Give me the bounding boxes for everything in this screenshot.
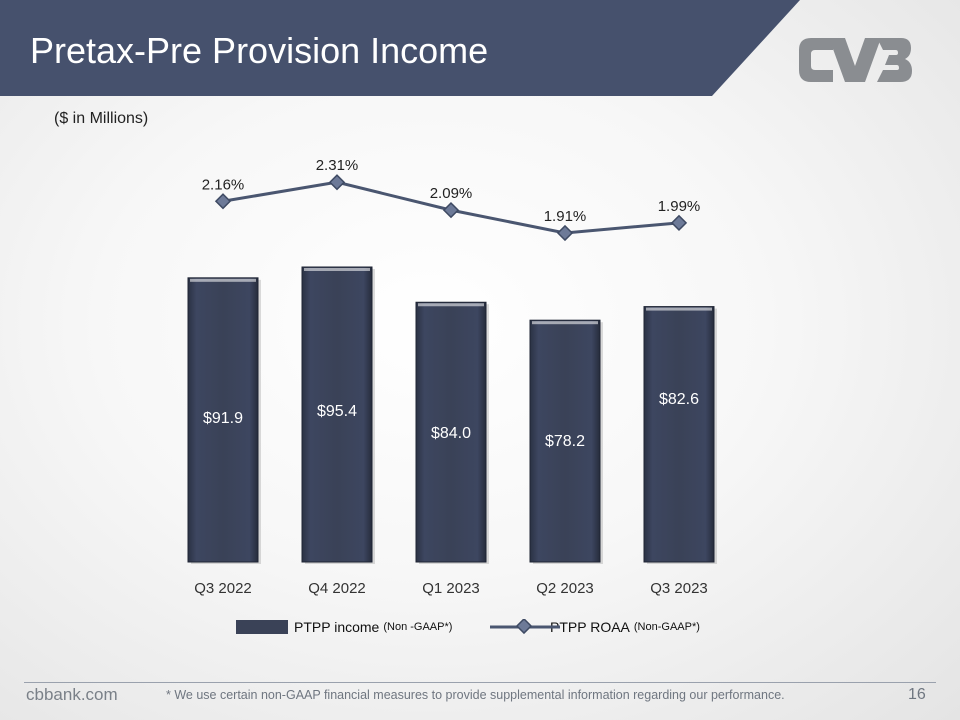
bar-highlight (418, 303, 484, 307)
roaa-marker (442, 202, 460, 219)
x-axis-tick-label: Q2 2023 (536, 580, 594, 597)
roaa-marker (670, 214, 688, 231)
title-banner (0, 0, 800, 96)
bar-value-label: $95.4 (317, 403, 357, 420)
roaa-value-label: 1.91% (544, 208, 587, 225)
x-axis-tick-label: Q4 2022 (308, 580, 366, 597)
logo-letter-b (877, 38, 912, 82)
footer-divider (24, 682, 936, 683)
legend-line-label: PTPP ROAA (550, 619, 630, 635)
bar-highlight (532, 321, 598, 325)
page-title: Pretax-Pre Provision Income (30, 30, 489, 71)
legend-bar-entry: PTPP income (Non -GAAP*) (236, 617, 452, 637)
bar-highlight (304, 268, 370, 271)
roaa-value-label: 1.99% (658, 198, 701, 215)
x-axis-tick-label: Q3 2022 (194, 580, 252, 597)
logo-letter-c (799, 38, 833, 82)
bar-highlight (646, 307, 712, 311)
banner-shape (0, 0, 800, 96)
roaa-value-label: 2.16% (202, 176, 245, 193)
legend-line-sublabel: (Non-GAAP*) (633, 621, 700, 633)
bar-q3-2022 (187, 277, 259, 563)
ptpp-chart: $91.9 Q3 2022 $95.4 Q4 2022 $84.0 Q1 2023 $78.… (187, 157, 717, 597)
legend-bar-swatch (236, 620, 288, 634)
units-subtitle: ($ in Millions) (54, 110, 149, 127)
bar-q4-2022 (301, 266, 373, 563)
legend-line-swatch (490, 619, 560, 635)
roaa-value-label: 2.09% (430, 185, 473, 202)
non-gaap-footnote: * We use certain non-GAAP financial meas… (166, 688, 785, 702)
legend-line-entry: PTPP ROAA (Non-GAAP*) (490, 617, 700, 637)
cvb-logo (799, 38, 912, 82)
bar-value-label: $84.0 (431, 425, 471, 442)
bar-highlight (190, 278, 256, 282)
x-axis-tick-label: Q3 2023 (650, 580, 708, 597)
bar-q1-2023 (415, 301, 487, 563)
x-axis-tick-label: Q1 2023 (422, 580, 480, 597)
logo-letter-v (829, 38, 881, 82)
legend-bar-sublabel: (Non -GAAP*) (383, 621, 453, 633)
roaa-marker (556, 224, 574, 242)
legend-bar-label: PTPP income (294, 619, 380, 635)
roaa-marker (214, 193, 232, 210)
bar-value-label: $82.6 (659, 391, 699, 408)
roaa-marker (328, 174, 346, 191)
website-link[interactable]: cbbank.com (26, 685, 118, 704)
bar-value-label: $78.2 (545, 433, 585, 450)
bar-q3-2023 (643, 306, 715, 563)
roaa-value-label: 2.31% (316, 157, 359, 174)
bar-value-label: $91.9 (203, 410, 243, 427)
bar-q2-2023 (529, 319, 601, 563)
page-number: 16 (908, 686, 926, 703)
